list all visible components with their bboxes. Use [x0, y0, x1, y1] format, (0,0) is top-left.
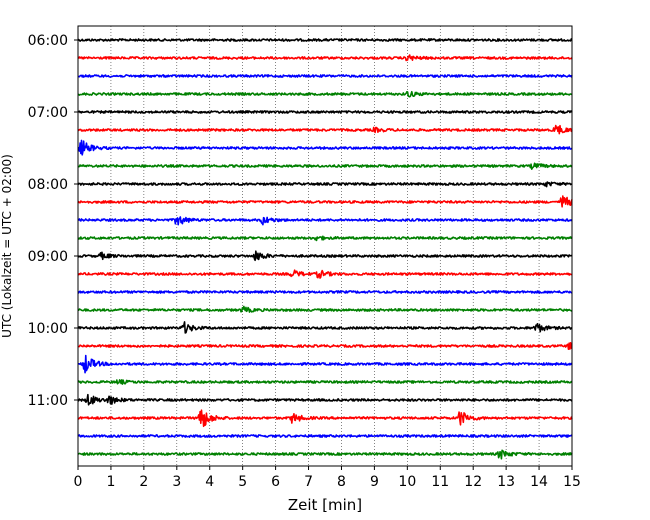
vertical-gridlines — [110, 26, 540, 466]
y-tick-label: 10:00 — [28, 321, 68, 337]
x-tick-label: 0 — [74, 474, 83, 490]
trace-09:30 — [77, 290, 573, 294]
trace-06:45 — [77, 90, 573, 98]
trace-06:15 — [77, 54, 573, 62]
x-tick-label: 1 — [106, 474, 115, 490]
x-axis-label: Zeit [min] — [288, 496, 362, 514]
trace-09:45 — [77, 305, 573, 313]
trace-11:30 — [77, 434, 573, 438]
trace-08:30 — [77, 216, 573, 226]
trace-06:30 — [77, 74, 573, 78]
trace-07:00 — [77, 110, 573, 114]
y-axis-label: UTC (Lokalzeit = UTC + 02:00) — [0, 154, 14, 338]
x-tick-label: 7 — [304, 474, 313, 490]
x-tick-label: 5 — [238, 474, 247, 490]
x-tick-label: 4 — [205, 474, 214, 490]
trace-09:15 — [77, 269, 573, 279]
trace-11:15 — [77, 409, 573, 428]
x-tick-label: 8 — [337, 474, 346, 490]
trace-08:15 — [77, 195, 573, 208]
y-tick-label: 06:00 — [28, 33, 68, 49]
x-tick-label: 10 — [398, 474, 416, 490]
x-tick-label: 11 — [431, 474, 449, 490]
trace-08:45 — [77, 235, 573, 242]
trace-07:45 — [77, 162, 573, 170]
trace-10:15 — [77, 341, 573, 351]
trace-09:00 — [77, 250, 573, 262]
y-axis-ticks: 06:00 07:00 08:00 09:00 10:00 11:00 — [28, 33, 78, 409]
x-tick-label: 9 — [370, 474, 379, 490]
x-tick-label: 2 — [139, 474, 148, 490]
x-tick-label: 12 — [464, 474, 482, 490]
x-tick-label: 6 — [271, 474, 280, 490]
y-tick-label: 07:00 — [28, 105, 68, 121]
x-tick-label: 3 — [172, 474, 181, 490]
trace-11:45 — [77, 449, 573, 460]
trace-10:00 — [77, 321, 573, 334]
y-tick-label: 09:00 — [28, 249, 68, 265]
trace-08:00 — [77, 181, 573, 188]
trace-10:45 — [77, 379, 573, 385]
x-tick-label: 15 — [563, 474, 581, 490]
plot-frame — [77, 25, 573, 467]
x-axis-ticks: 0 1 2 3 4 5 6 7 8 9 10 11 12 13 14 15 — [74, 466, 581, 490]
trace-lines — [77, 38, 573, 460]
x-tick-label: 13 — [497, 474, 515, 490]
trace-06:00 — [77, 38, 573, 42]
x-tick-label: 14 — [530, 474, 548, 490]
y-tick-label: 11:00 — [28, 393, 68, 409]
trace-10:30 — [77, 354, 573, 374]
trace-11:00 — [77, 393, 573, 406]
y-tick-label: 08:00 — [28, 177, 68, 193]
trace-07:30 — [77, 139, 573, 156]
trace-07:15 — [77, 124, 573, 135]
